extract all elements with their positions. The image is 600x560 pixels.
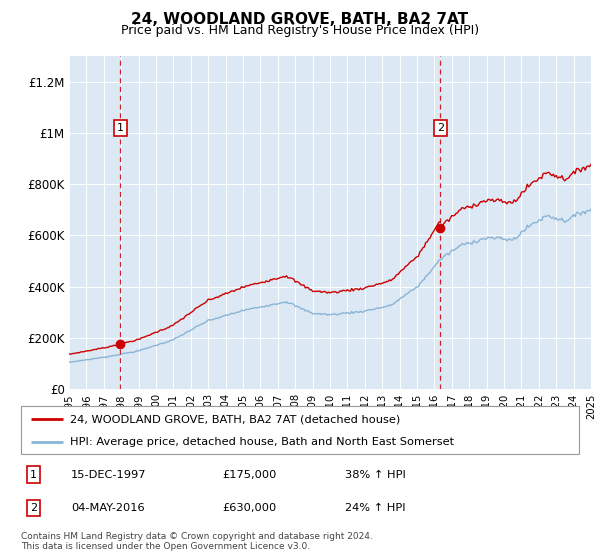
Text: 2: 2	[437, 123, 444, 133]
Text: £175,000: £175,000	[222, 470, 276, 479]
Text: 1: 1	[30, 470, 37, 479]
Text: Price paid vs. HM Land Registry's House Price Index (HPI): Price paid vs. HM Land Registry's House …	[121, 24, 479, 36]
Text: 04-MAY-2016: 04-MAY-2016	[71, 503, 145, 513]
Text: Contains HM Land Registry data © Crown copyright and database right 2024.
This d: Contains HM Land Registry data © Crown c…	[21, 532, 373, 552]
Text: 15-DEC-1997: 15-DEC-1997	[71, 470, 147, 479]
Text: 24% ↑ HPI: 24% ↑ HPI	[344, 503, 405, 513]
Text: 1: 1	[117, 123, 124, 133]
Text: 24, WOODLAND GROVE, BATH, BA2 7AT (detached house): 24, WOODLAND GROVE, BATH, BA2 7AT (detac…	[70, 414, 400, 424]
Text: 24, WOODLAND GROVE, BATH, BA2 7AT: 24, WOODLAND GROVE, BATH, BA2 7AT	[131, 12, 469, 27]
Text: £630,000: £630,000	[222, 503, 276, 513]
FancyBboxPatch shape	[21, 406, 579, 454]
Text: 38% ↑ HPI: 38% ↑ HPI	[344, 470, 406, 479]
Text: HPI: Average price, detached house, Bath and North East Somerset: HPI: Average price, detached house, Bath…	[70, 437, 454, 447]
Text: 2: 2	[30, 503, 37, 513]
